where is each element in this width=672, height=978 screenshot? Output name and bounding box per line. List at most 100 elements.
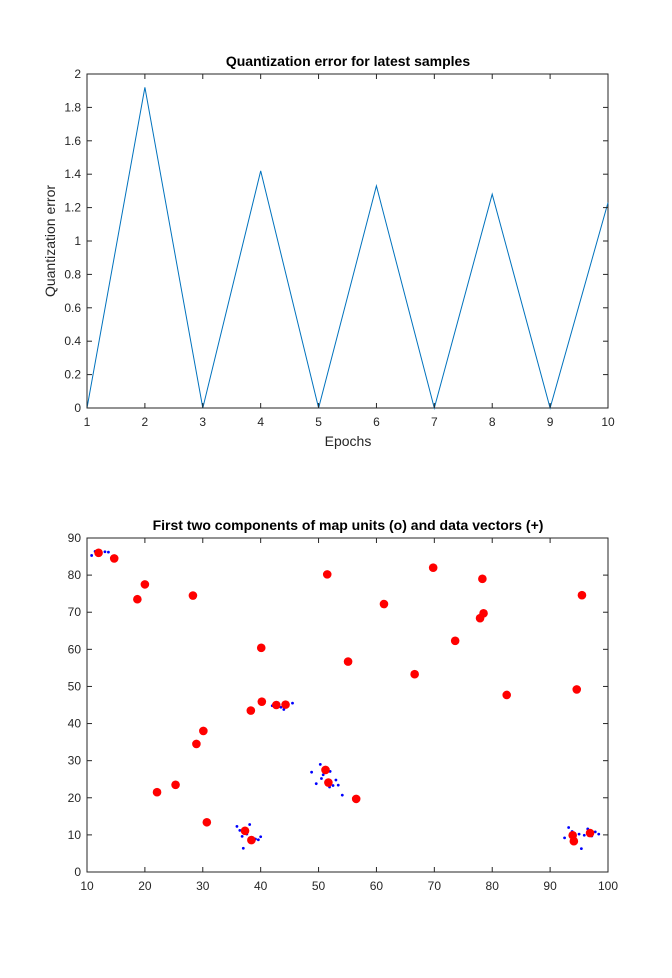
som-y-axis: 0 10 20 30 40 50 60 70 80 90	[68, 531, 608, 879]
qe-y-axis: 0 0.2 0.4 0.6 0.8 1 1.2 1.4 1.6 1.8 2	[64, 67, 608, 415]
qe-x-tick-label: 9	[547, 415, 554, 429]
som-x-tick-label: 40	[254, 879, 268, 893]
map-unit-point	[450, 636, 460, 646]
qe-y-tick-label: 1	[74, 234, 81, 248]
map-unit-point	[478, 574, 487, 584]
som-x-axis: 10 20 30 40 50 60 70 80 90 100	[80, 538, 618, 893]
som-chart: First two components of map units (o) an…	[68, 517, 619, 893]
data-vector-point	[248, 823, 252, 826]
map-unit-point	[577, 590, 587, 600]
qe-y-tick-label: 1.6	[64, 134, 81, 148]
map-unit-point	[351, 794, 361, 804]
som-x-tick-label: 100	[598, 879, 618, 893]
qe-x-axis-label: Epochs	[325, 433, 372, 449]
som-x-tick-label: 10	[80, 879, 94, 893]
som-y-tick-label: 50	[68, 679, 82, 693]
map-unit-point	[140, 580, 150, 589]
map-unit-point	[188, 591, 198, 600]
data-vector-point	[259, 835, 263, 839]
qe-y-tick-label: 1.2	[64, 201, 81, 215]
map-unit-point	[379, 599, 389, 609]
som-x-tick-label: 70	[428, 879, 442, 893]
som-y-tick-label: 10	[68, 828, 82, 842]
data-vector-point	[90, 554, 94, 557]
map-unit-point	[247, 835, 256, 845]
map-unit-point	[109, 554, 119, 563]
map-unit-point	[428, 563, 438, 572]
som-y-tick-label: 0	[74, 865, 81, 879]
qe-chart: Quantization error for latest samples 1 2…	[42, 53, 615, 449]
qe-x-tick-label: 2	[142, 415, 149, 429]
data-vector-point	[238, 829, 242, 832]
map-unit-point	[202, 817, 212, 827]
qe-x-tick-label: 1	[84, 415, 91, 429]
data-vector-point	[256, 838, 260, 842]
som-map-unit-layer	[94, 548, 595, 846]
som-y-tick-label: 80	[68, 568, 82, 582]
map-unit-point	[133, 594, 142, 604]
qe-y-tick-label: 1.8	[64, 100, 81, 114]
som-y-tick-label: 90	[68, 531, 82, 545]
data-vector-point	[107, 550, 110, 554]
qe-x-tick-label: 8	[489, 415, 496, 429]
som-y-tick-label: 40	[68, 717, 82, 731]
qe-plot-frame	[86, 73, 609, 409]
qe-x-tick-label: 4	[257, 415, 264, 429]
qe-series-line	[86, 87, 609, 410]
qe-y-tick-label: 1.4	[64, 167, 81, 181]
data-vector-point	[336, 783, 340, 787]
data-vector-point	[334, 778, 338, 782]
data-vector-point	[340, 793, 344, 797]
som-y-tick-label: 30	[68, 754, 82, 768]
map-unit-point	[192, 739, 201, 749]
som-y-tick-label: 20	[68, 791, 82, 805]
qe-y-tick-label: 2	[74, 67, 81, 81]
data-vector-point	[291, 701, 294, 705]
data-vector-point	[567, 826, 571, 829]
qe-x-axis: 1 2 3 4 5 6 7 8 9 10	[84, 74, 615, 429]
data-vector-point	[320, 777, 323, 780]
data-vector-point	[241, 846, 245, 850]
map-unit-point	[502, 690, 511, 700]
map-unit-point	[410, 669, 419, 679]
som-x-tick-label: 30	[196, 879, 210, 893]
som-x-tick-label: 20	[138, 879, 152, 893]
qe-y-tick-label: 0.6	[64, 301, 81, 315]
som-x-tick-label: 50	[312, 879, 326, 893]
qe-x-tick-label: 6	[373, 415, 380, 429]
data-vector-point	[310, 770, 314, 774]
data-vector-point	[321, 773, 325, 777]
qe-x-tick-label: 7	[431, 415, 438, 429]
map-unit-point	[322, 570, 332, 579]
qe-y-tick-label: 0	[74, 401, 81, 415]
data-vector-point	[582, 833, 586, 837]
map-unit-point	[324, 778, 333, 787]
data-vector-point	[597, 832, 601, 836]
map-unit-point	[585, 828, 595, 838]
som-x-tick-label: 80	[486, 879, 500, 893]
map-unit-point	[343, 657, 353, 666]
som-plot-frame	[86, 537, 609, 873]
data-vector-point	[579, 847, 583, 851]
map-unit-point	[257, 697, 267, 706]
data-vector-point	[593, 830, 597, 834]
data-vector-point	[318, 762, 322, 766]
qe-x-tick-label: 5	[315, 415, 322, 429]
map-unit-point	[240, 826, 250, 836]
som-chart-title: First two components of map units (o) an…	[153, 517, 544, 533]
qe-x-tick-label: 3	[199, 415, 206, 429]
map-unit-point	[321, 765, 330, 775]
map-unit-point	[171, 780, 180, 790]
map-unit-point	[246, 706, 256, 715]
qe-chart-title: Quantization error for latest samples	[226, 53, 470, 69]
data-vector-point	[563, 836, 566, 840]
qe-y-axis-label: Quantization error	[42, 185, 58, 297]
data-vector-point	[235, 824, 239, 828]
qe-y-tick-label: 0.8	[64, 267, 81, 281]
qe-x-tick-label: 10	[601, 415, 615, 429]
map-unit-point	[271, 700, 281, 710]
data-vector-point	[314, 782, 318, 786]
map-unit-point	[281, 700, 290, 709]
qe-y-tick-label: 0.2	[64, 368, 81, 382]
